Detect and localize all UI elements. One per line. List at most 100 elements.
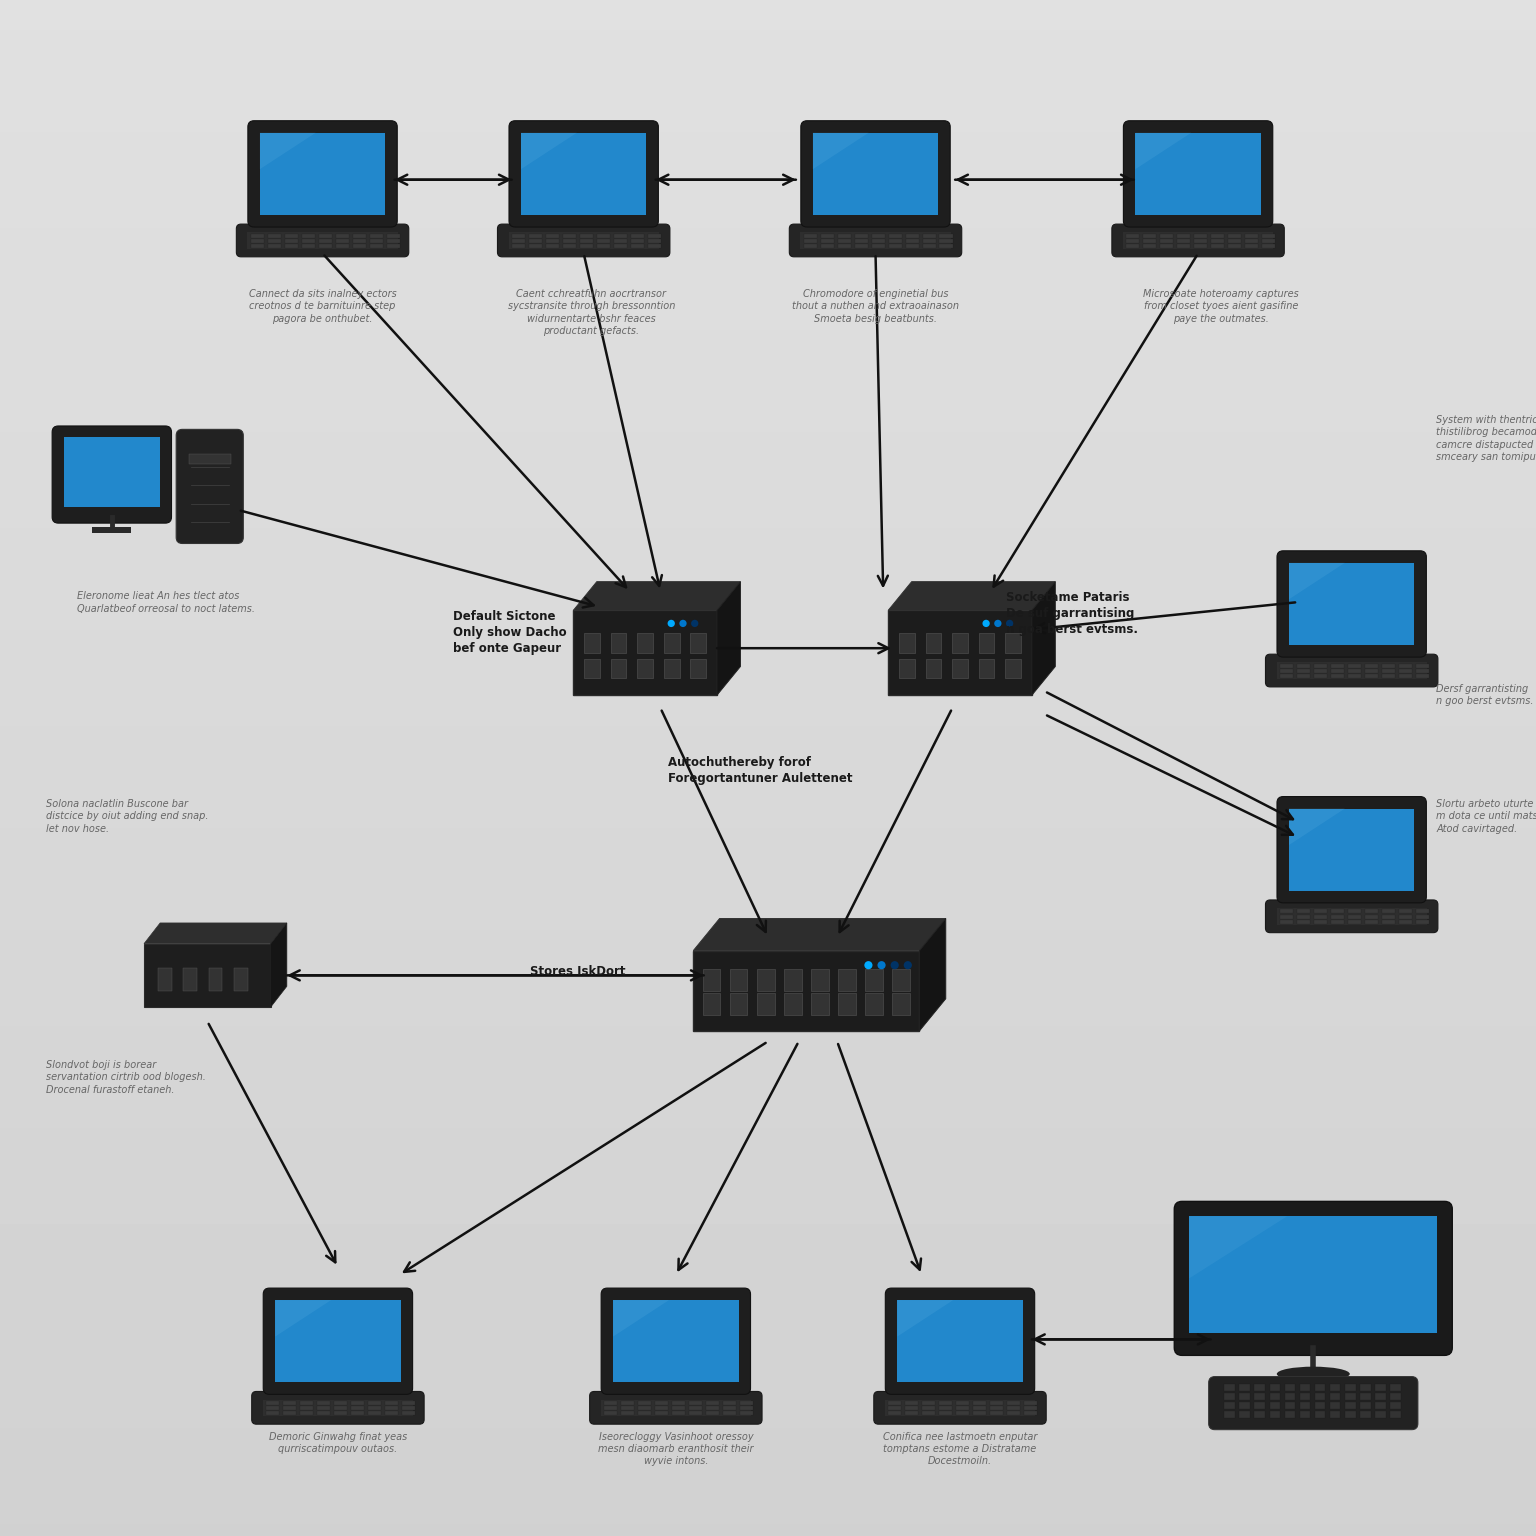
Text: Iseorecloggy Vasinhoot oressoy
mesn diaomarb eranthosit their
wyvie intons.: Iseorecloggy Vasinhoot oressoy mesn diao… bbox=[598, 1432, 754, 1467]
Bar bbox=[402, 1405, 415, 1410]
Bar bbox=[350, 1412, 364, 1415]
Bar bbox=[318, 238, 332, 243]
Bar bbox=[353, 233, 366, 238]
Bar bbox=[1399, 674, 1412, 677]
Bar bbox=[1189, 1217, 1438, 1333]
Bar bbox=[1366, 674, 1378, 677]
Bar bbox=[233, 968, 247, 991]
Bar bbox=[974, 1405, 986, 1410]
Bar bbox=[1382, 668, 1395, 673]
Bar bbox=[1313, 668, 1327, 673]
Bar bbox=[1330, 920, 1344, 923]
Bar bbox=[1279, 914, 1293, 919]
Bar bbox=[1313, 909, 1327, 914]
Bar bbox=[1212, 244, 1224, 247]
Bar bbox=[1212, 238, 1224, 243]
Polygon shape bbox=[1032, 582, 1055, 696]
FancyBboxPatch shape bbox=[601, 1289, 751, 1395]
Bar bbox=[1330, 1384, 1341, 1392]
Polygon shape bbox=[275, 1299, 332, 1336]
Bar bbox=[654, 1405, 668, 1410]
Polygon shape bbox=[613, 1299, 670, 1336]
Bar bbox=[1416, 664, 1428, 668]
Bar bbox=[1366, 909, 1378, 914]
Bar bbox=[1224, 1401, 1235, 1409]
Bar bbox=[1276, 908, 1427, 925]
Bar bbox=[800, 232, 951, 249]
Bar bbox=[300, 1412, 313, 1415]
Bar bbox=[1347, 674, 1361, 677]
Bar bbox=[1279, 920, 1293, 923]
Polygon shape bbox=[717, 582, 740, 696]
Bar bbox=[938, 1401, 952, 1405]
Bar bbox=[671, 1412, 685, 1415]
Bar bbox=[1224, 1384, 1235, 1392]
Bar bbox=[723, 1401, 736, 1405]
Bar bbox=[386, 1412, 398, 1415]
Bar bbox=[604, 1412, 617, 1415]
Polygon shape bbox=[1289, 562, 1346, 599]
FancyBboxPatch shape bbox=[590, 1392, 762, 1424]
Polygon shape bbox=[521, 132, 578, 169]
Bar bbox=[703, 969, 720, 991]
Bar bbox=[1330, 1393, 1341, 1399]
Circle shape bbox=[983, 619, 989, 627]
Bar bbox=[301, 233, 315, 238]
Bar bbox=[1246, 244, 1258, 247]
Text: Eleronome lieat An hes tlect atos
Quarlatbeof orreosal to noct latems.: Eleronome lieat An hes tlect atos Quarla… bbox=[77, 591, 255, 614]
Circle shape bbox=[1006, 619, 1014, 627]
Bar bbox=[247, 232, 398, 249]
Bar bbox=[811, 992, 829, 1015]
Bar bbox=[1255, 1401, 1266, 1409]
Bar bbox=[335, 244, 349, 247]
Bar bbox=[267, 244, 281, 247]
Bar bbox=[350, 1401, 364, 1405]
Bar bbox=[906, 233, 919, 238]
Bar bbox=[940, 238, 952, 243]
Bar bbox=[690, 659, 707, 679]
Bar bbox=[1025, 1401, 1037, 1405]
Bar bbox=[837, 238, 851, 243]
Bar bbox=[1279, 909, 1293, 914]
Bar bbox=[871, 238, 885, 243]
Bar bbox=[584, 633, 601, 653]
Text: Chromodore of enginetial bus
thout a nuthen and extraoainason
Smoeta besig beatb: Chromodore of enginetial bus thout a nut… bbox=[793, 289, 958, 324]
Bar bbox=[757, 969, 774, 991]
Bar bbox=[871, 233, 885, 238]
Bar bbox=[1240, 1393, 1250, 1399]
Bar bbox=[1346, 1410, 1355, 1418]
Polygon shape bbox=[573, 582, 740, 610]
Bar bbox=[387, 233, 399, 238]
Bar bbox=[1255, 1384, 1266, 1392]
Bar bbox=[926, 633, 942, 653]
Bar bbox=[1390, 1410, 1401, 1418]
Bar bbox=[723, 1412, 736, 1415]
Text: Caent cchreatfuhn aocrtransor
sycstransite through bressonntion
widurnentarte bs: Caent cchreatfuhn aocrtransor sycstransi… bbox=[508, 289, 674, 336]
Text: Autochuthereby forof
Foregortantuner Aulettenet: Autochuthereby forof Foregortantuner Aul… bbox=[668, 756, 852, 785]
Bar bbox=[1390, 1401, 1401, 1409]
Bar bbox=[1347, 668, 1361, 673]
Bar bbox=[783, 969, 802, 991]
Bar bbox=[690, 633, 707, 653]
Bar bbox=[899, 633, 915, 653]
FancyBboxPatch shape bbox=[1112, 224, 1284, 257]
Bar bbox=[1346, 1384, 1355, 1392]
Bar bbox=[923, 233, 935, 238]
Bar bbox=[637, 1405, 651, 1410]
Bar bbox=[905, 1401, 919, 1405]
Bar bbox=[316, 1401, 330, 1405]
Bar bbox=[1416, 674, 1428, 677]
Bar bbox=[1143, 238, 1157, 243]
Bar bbox=[1263, 238, 1275, 243]
Bar bbox=[839, 992, 856, 1015]
Bar bbox=[1284, 1393, 1295, 1399]
Bar bbox=[284, 233, 298, 238]
Bar bbox=[1296, 664, 1310, 668]
Bar bbox=[1399, 920, 1412, 923]
Bar bbox=[1008, 1412, 1020, 1415]
Bar bbox=[991, 1405, 1003, 1410]
FancyBboxPatch shape bbox=[1174, 1201, 1453, 1355]
Bar bbox=[370, 238, 382, 243]
Bar bbox=[1224, 1410, 1235, 1418]
Bar bbox=[1193, 238, 1207, 243]
